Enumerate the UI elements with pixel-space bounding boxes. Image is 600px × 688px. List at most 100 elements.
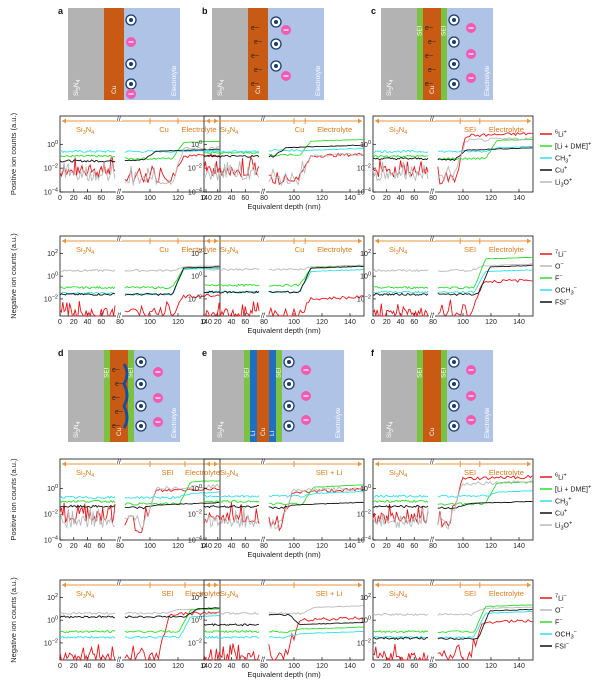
anion-minus	[468, 419, 474, 421]
x-tick-label: 120	[316, 663, 328, 670]
series--Li-DME--line	[372, 138, 533, 161]
series-7Li--line	[59, 611, 220, 662]
series-Li3O--line	[203, 486, 364, 530]
axis-break-gap-bottom	[429, 658, 435, 662]
sei-label: SEI	[417, 25, 424, 36]
y-tick-label: 10−2	[357, 164, 371, 173]
series-OCH3--line	[59, 615, 220, 639]
electron: e−	[251, 25, 259, 32]
anion-minus	[468, 27, 474, 29]
axis-break-gap-top	[116, 581, 122, 585]
axis-break-gap-bottom	[429, 538, 435, 542]
axis-break-gap-bottom	[116, 538, 122, 542]
si3n4-label: Si3N4	[386, 79, 395, 96]
x-tick-label: 40	[84, 319, 92, 326]
axis-break-top: //	[261, 116, 265, 123]
legend-entry: [Li + DME]+	[555, 485, 591, 494]
x-tick-label: 140	[344, 195, 356, 202]
panel-label-c: c	[371, 6, 376, 16]
y-tick-label: 100	[191, 140, 202, 149]
axis-break-gap-bottom	[116, 658, 122, 662]
y-tick-label: 10−4	[44, 536, 58, 545]
y-tick-label: 100	[360, 140, 371, 149]
region-label: Electrolyte	[489, 125, 524, 134]
axis-break-gap-top	[116, 237, 122, 241]
y-axis-label-negative: Negative ion counts (a.u.)	[9, 233, 18, 319]
plot-f-pos: Si3N4 SEI Electrolyte 10−4 10−2 100 0 20 40 60 80 1…	[357, 458, 534, 550]
cu-ion-core	[452, 82, 456, 86]
x-tick-label: 100	[144, 663, 156, 670]
anion-minus	[468, 395, 474, 397]
region-arrow-left	[375, 582, 379, 588]
region-label: SEI	[464, 125, 476, 134]
axis-break-gap-bottom	[260, 314, 266, 318]
region-label: Si3N4	[76, 125, 94, 136]
cu-ion-core	[452, 18, 456, 22]
region-arrow-right	[527, 238, 531, 244]
x-tick-label: 20	[214, 319, 222, 326]
x-tick-label: 0	[371, 319, 375, 326]
cu-layer	[423, 350, 441, 442]
series--Li-DME--line	[59, 480, 220, 506]
panel-label-b: b	[202, 6, 208, 16]
electron: e−	[428, 67, 436, 74]
cu-ion-core	[274, 64, 278, 68]
cu-ion-core	[287, 382, 291, 386]
x-tick-label: 60	[410, 663, 418, 670]
y-tick-label: 10−2	[357, 294, 371, 303]
legend-entry: O−	[555, 606, 564, 615]
x-tick-label: 20	[383, 663, 391, 670]
cu-ion-core	[452, 62, 456, 66]
panel-label-e: e	[202, 348, 207, 358]
region-arrow-left	[206, 238, 210, 244]
x-tick-label: 20	[383, 319, 391, 326]
cu-ion-core	[452, 360, 456, 364]
cu-ion-core	[452, 40, 456, 44]
series-FSI--line	[59, 266, 220, 296]
si3n4-layer	[212, 350, 244, 442]
axis-break-top: //	[430, 236, 434, 243]
plot-e-pos: Si3N4 SEI + Li 10−4 10−2 100 0 20 40 60 80 100 120 1…	[188, 458, 365, 550]
cu-ion-core	[274, 20, 278, 24]
sei-layer-2	[441, 350, 447, 442]
x-tick-label: 80	[260, 195, 268, 202]
cu-layer	[110, 350, 128, 442]
sei-layer	[104, 350, 110, 442]
plot-d-pos: Si3N4 SEI Electrolyte 10−4 10−2 100 0 20 40 60 80 1…	[44, 458, 221, 550]
legend-entry: 6Li+	[555, 473, 567, 482]
cu-label: Cu	[429, 427, 436, 436]
region-label: SEI + Li	[316, 468, 343, 477]
cu-label: Cu	[111, 85, 118, 94]
electron: e−	[112, 367, 120, 374]
series-O--line	[59, 607, 220, 615]
electron: e−	[112, 395, 120, 402]
legend-entry: F−	[555, 274, 563, 283]
x-tick-label: 120	[316, 319, 328, 326]
legend-entry: 7Li−	[555, 250, 567, 259]
x-tick-label: 60	[97, 543, 105, 550]
cu-ion-core	[139, 424, 143, 428]
x-tick-label: 40	[397, 195, 405, 202]
sei-label: SEI	[104, 367, 111, 378]
x-tick-label: 120	[485, 663, 497, 670]
x-axis-label-negative: Equivalent depth (nm)	[247, 326, 321, 335]
series-O--line	[203, 605, 364, 615]
plot-c-neg: Si3N4 SEI Electrolyte 10−2 100 102 0 20 40 60 80 10…	[357, 235, 534, 326]
x-tick-label: 0	[202, 663, 206, 670]
anion-minus	[128, 41, 134, 43]
y-axis-label-positive: Positive ion counts (a.u.)	[9, 112, 18, 195]
legend-entry: OCH3−	[555, 286, 577, 297]
plot-d-neg: Si3N4 SEI Electrolyte 10−2 100 102 0 20 40 60 80 10…	[44, 579, 221, 670]
x-tick-label: 40	[397, 663, 405, 670]
y-tick-label: 100	[47, 272, 58, 281]
x-tick-label: 60	[241, 663, 249, 670]
series-Li3O--line	[203, 152, 364, 186]
x-tick-label: 100	[288, 543, 300, 550]
legend-neg: 7Li− O− F− OCH3−FSI−	[540, 594, 577, 651]
region-label: Si3N4	[389, 468, 407, 479]
series-Li3O--line	[372, 480, 533, 530]
axis-break-top: //	[117, 459, 121, 466]
axis-break-top: //	[261, 459, 265, 466]
x-tick-label: 0	[371, 195, 375, 202]
series-7Li--line	[372, 278, 533, 318]
